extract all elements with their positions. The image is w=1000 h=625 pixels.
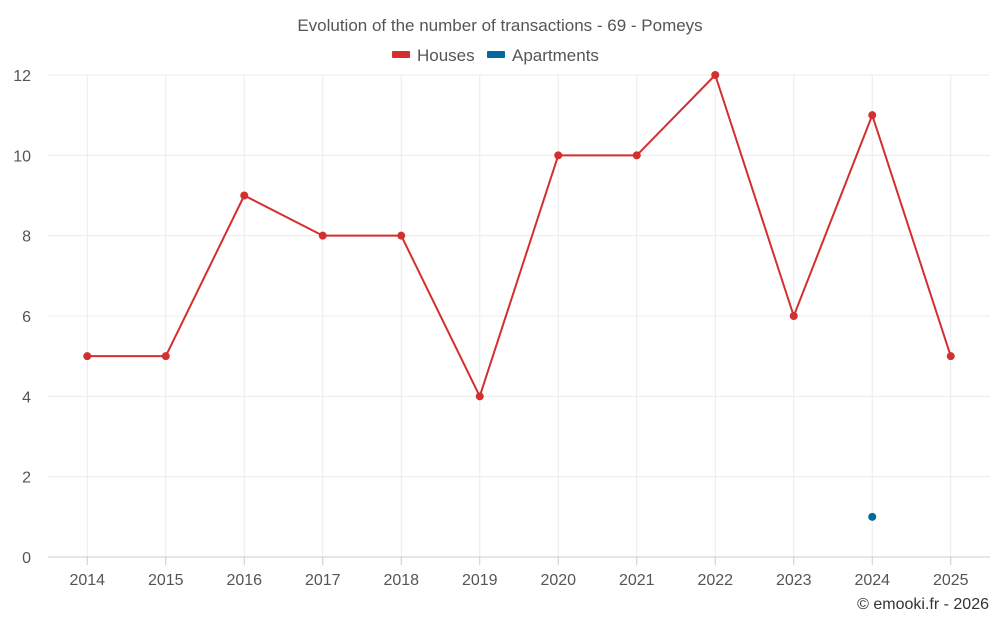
data-point-houses-2025[interactable] [946,352,955,361]
x-tick-label: 2021 [619,572,655,589]
legend-swatch-houses [392,51,410,58]
data-point-apartments-2024[interactable] [868,512,877,521]
data-point-houses-2016[interactable] [240,191,249,200]
legend-swatch-apartments [487,51,505,58]
data-point-houses-2024[interactable] [868,111,877,120]
y-tick-label: 12 [13,68,31,85]
x-tick-label: 2024 [854,572,890,589]
data-point-houses-2021[interactable] [632,151,641,160]
x-tick-label: 2016 [226,572,262,589]
credit-text: © emooki.fr - 2026 [857,596,989,613]
legend-item-apartments[interactable]: Apartments [487,46,599,65]
x-tick-label: 2018 [383,572,419,589]
y-tick-label: 4 [22,389,31,406]
x-tick-label: 2022 [697,572,733,589]
data-point-houses-2018[interactable] [397,231,406,240]
data-point-houses-2015[interactable] [161,352,170,361]
series [83,71,955,521]
grid [48,74,990,557]
x-tick-label: 2014 [69,572,105,589]
x-tick-label: 2020 [540,572,576,589]
data-point-houses-2023[interactable] [789,312,798,320]
legend-label-apartments: Apartments [512,46,599,65]
y-axis-ticks: 0 2 4 6 8 10 12 [13,68,31,567]
x-tick-label: 2019 [462,572,498,589]
legend-item-houses[interactable]: Houses [392,46,475,65]
data-point-houses-2017[interactable] [318,231,327,240]
y-tick-label: 2 [22,470,31,487]
data-point-houses-2019[interactable] [475,392,484,401]
data-point-houses-2020[interactable] [554,151,563,160]
y-tick-label: 0 [22,550,31,567]
x-tick-label: 2025 [933,572,969,589]
y-tick-label: 10 [13,148,31,165]
legend-label-houses: Houses [417,46,475,65]
series-line-houses [87,74,952,398]
y-tick-label: 8 [22,229,31,246]
x-tick-label: 2015 [148,572,184,589]
x-tick-label: 2023 [776,572,812,589]
y-tick-label: 6 [22,309,31,326]
data-point-houses-2022[interactable] [711,71,720,79]
x-tick-label: 2017 [305,572,341,589]
data-point-houses-2014[interactable] [83,352,92,361]
chart-title: Evolution of the number of transactions … [297,16,702,35]
x-axis-ticks: 2014 2015 2016 2017 2018 2019 2020 2021 2022 2023… [69,557,969,589]
legend: Houses Apartments [392,46,599,65]
